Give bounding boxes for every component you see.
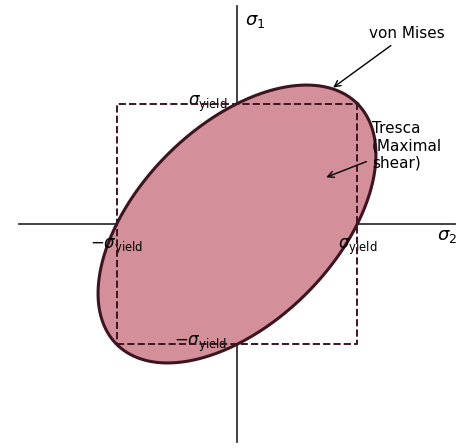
Text: $\sigma_1$: $\sigma_1$ — [246, 13, 266, 30]
Text: $-\sigma_{\rm yield}$: $-\sigma_{\rm yield}$ — [174, 334, 228, 354]
Text: Tresca
(Maximal
shear): Tresca (Maximal shear) — [328, 121, 442, 177]
Text: $\sigma_{\rm yield}$: $\sigma_{\rm yield}$ — [337, 237, 377, 258]
Text: $\sigma_{\rm yield}$: $\sigma_{\rm yield}$ — [188, 94, 228, 114]
Text: von Mises: von Mises — [334, 26, 445, 86]
Text: $-\sigma_{\rm yield}$: $-\sigma_{\rm yield}$ — [90, 237, 143, 258]
Text: $\sigma_2$: $\sigma_2$ — [438, 227, 457, 245]
Polygon shape — [98, 85, 376, 363]
